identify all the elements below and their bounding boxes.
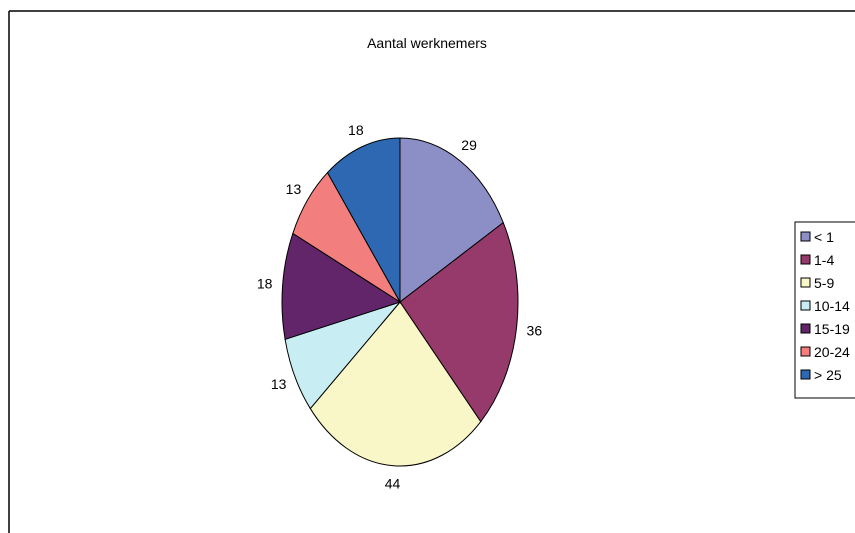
pie-slice-25 (326, 137, 401, 304)
legend-swatch (800, 369, 811, 380)
legend-label: 15-19 (814, 321, 850, 337)
data-label: 13 (271, 376, 287, 392)
data-labels: 29 36 44 13 18 13 18 (257, 122, 542, 492)
legend: < 1 1-4 5-9 10-14 15-19 20-24 > 25 (794, 221, 855, 399)
data-label: 29 (461, 137, 477, 153)
pie-slice-1-4 (399, 221, 519, 423)
data-label: 13 (286, 181, 302, 197)
legend-label: 1-4 (814, 252, 834, 268)
legend-swatch (800, 300, 811, 311)
data-label: 36 (527, 322, 543, 338)
legend-swatch (800, 346, 811, 357)
pie-slice-15-19 (281, 232, 402, 340)
data-label: 18 (348, 122, 364, 138)
legend-label: 5-9 (814, 275, 834, 291)
pie-slice-1 (399, 137, 504, 304)
data-label: 18 (257, 276, 273, 292)
legend-swatch (800, 277, 811, 288)
legend-label: > 25 (814, 367, 842, 383)
pie-slice-5-9 (309, 301, 482, 467)
legend-swatch (800, 254, 811, 265)
data-label: 44 (385, 476, 401, 492)
legend-label: 10-14 (814, 298, 850, 314)
legend-label: < 1 (814, 229, 834, 245)
legend-label: 20-24 (814, 344, 850, 360)
legend-swatch (800, 323, 811, 334)
pie-slices (281, 137, 519, 467)
chart-title: Aantal werknemers (367, 35, 487, 51)
legend-swatch (800, 231, 811, 242)
